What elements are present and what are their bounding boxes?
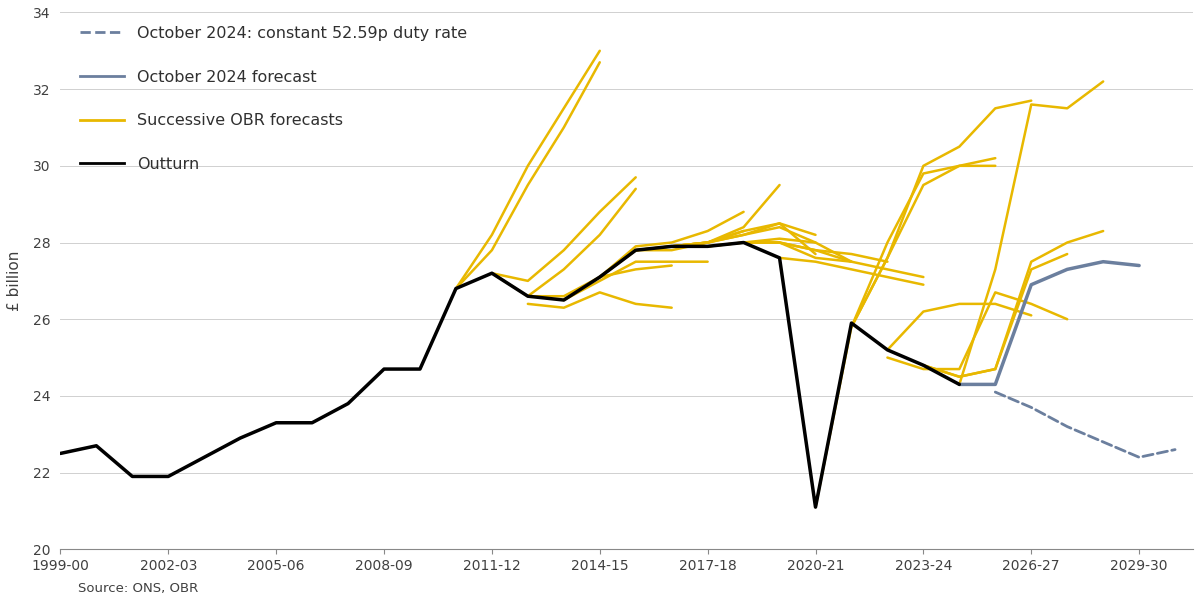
Legend: October 2024: constant 52.59p duty rate, October 2024 forecast, Successive OBR f: October 2024: constant 52.59p duty rate,… xyxy=(79,26,467,172)
Text: Source: ONS, OBR: Source: ONS, OBR xyxy=(78,582,198,595)
Y-axis label: £ billion: £ billion xyxy=(7,251,22,311)
